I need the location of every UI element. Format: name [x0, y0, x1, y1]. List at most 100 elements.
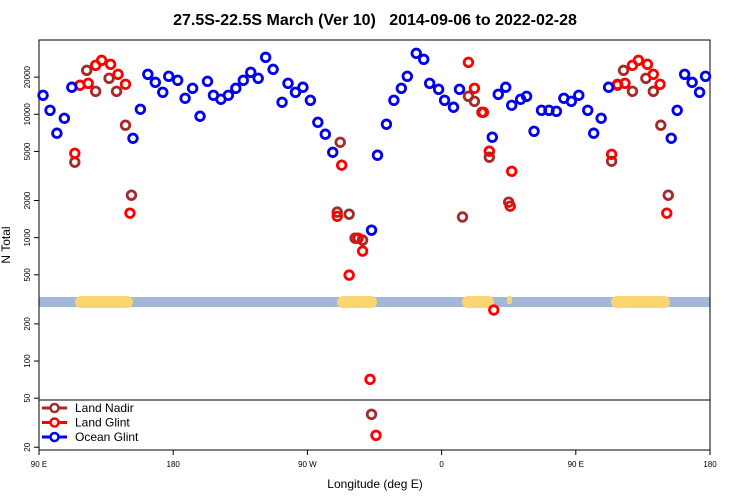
point [595, 112, 607, 124]
point [626, 85, 639, 98]
point [194, 110, 206, 122]
point [661, 207, 673, 219]
point [468, 95, 481, 108]
point [304, 94, 317, 107]
point [587, 127, 600, 139]
point [528, 125, 540, 137]
point [410, 47, 422, 60]
point [486, 131, 498, 143]
point [573, 89, 585, 101]
point [331, 206, 343, 218]
point [343, 208, 355, 220]
point [662, 189, 674, 201]
legend-label: Land Glint [75, 416, 130, 430]
point [371, 149, 384, 161]
legend-marker [49, 402, 60, 414]
point [134, 103, 147, 115]
y-tick-label: 100 [23, 354, 32, 368]
point [112, 68, 124, 80]
point [89, 85, 102, 98]
x-tick-label: 180 [167, 460, 181, 469]
point [82, 77, 94, 90]
point [423, 77, 436, 90]
point [222, 89, 235, 101]
point [179, 92, 191, 104]
point [483, 151, 496, 163]
point [686, 76, 698, 89]
point [343, 269, 355, 281]
point [483, 145, 496, 157]
point [58, 112, 71, 124]
point [44, 104, 56, 117]
point [605, 155, 618, 167]
point [605, 148, 618, 160]
point [356, 245, 369, 257]
x-tick-label: 90 W [298, 460, 317, 469]
point [335, 159, 348, 171]
point [127, 132, 139, 144]
x-tick-label: 180 [703, 460, 717, 469]
point [297, 81, 309, 93]
point [699, 70, 712, 83]
point [447, 101, 460, 113]
y-tick-label: 500 [23, 268, 32, 282]
point [119, 119, 132, 131]
legend-label: Ocean Glint [75, 430, 139, 444]
plot-frame [38, 39, 711, 451]
chart-title: 27.5S-22.5S March (Ver 10) 2014-09-06 to… [173, 12, 577, 29]
point [282, 77, 294, 90]
point [365, 224, 378, 236]
point [500, 81, 512, 93]
point [380, 118, 393, 130]
point [276, 96, 288, 108]
point [230, 82, 242, 94]
point [432, 83, 445, 96]
point [364, 373, 376, 386]
point [671, 104, 683, 117]
y-tick-label: 20 [23, 442, 32, 451]
point [245, 66, 257, 79]
point [388, 94, 400, 107]
point [259, 51, 272, 64]
point [365, 408, 378, 420]
point [69, 147, 81, 159]
point [456, 211, 469, 223]
point [401, 70, 414, 83]
point [647, 68, 660, 80]
point [163, 70, 175, 83]
point [69, 156, 81, 168]
y-tick-label: 5000 [23, 142, 32, 160]
x-tick-label: 0 [439, 460, 444, 469]
point [468, 82, 481, 94]
point [124, 207, 136, 219]
point [157, 86, 169, 99]
point [565, 95, 578, 108]
point [104, 58, 117, 71]
point [617, 64, 630, 77]
point [488, 304, 500, 316]
point [103, 72, 115, 85]
point [504, 200, 516, 212]
point [267, 63, 279, 76]
land-ocean-strip [39, 296, 710, 308]
x-tick-label: 90 E [31, 460, 47, 469]
point [647, 85, 660, 98]
point [438, 94, 451, 107]
point [453, 83, 466, 96]
point [654, 78, 666, 90]
point [550, 105, 563, 118]
point [619, 77, 631, 90]
legend-marker [49, 417, 60, 428]
point [665, 132, 677, 144]
point [142, 68, 154, 80]
point [252, 72, 264, 85]
y-tick-label: 50 [23, 393, 32, 402]
point [327, 146, 339, 158]
point [95, 54, 108, 67]
point [370, 429, 382, 441]
point [334, 136, 346, 148]
point [678, 68, 691, 80]
point [352, 232, 364, 244]
y-tick-label: 20000 [23, 65, 32, 88]
